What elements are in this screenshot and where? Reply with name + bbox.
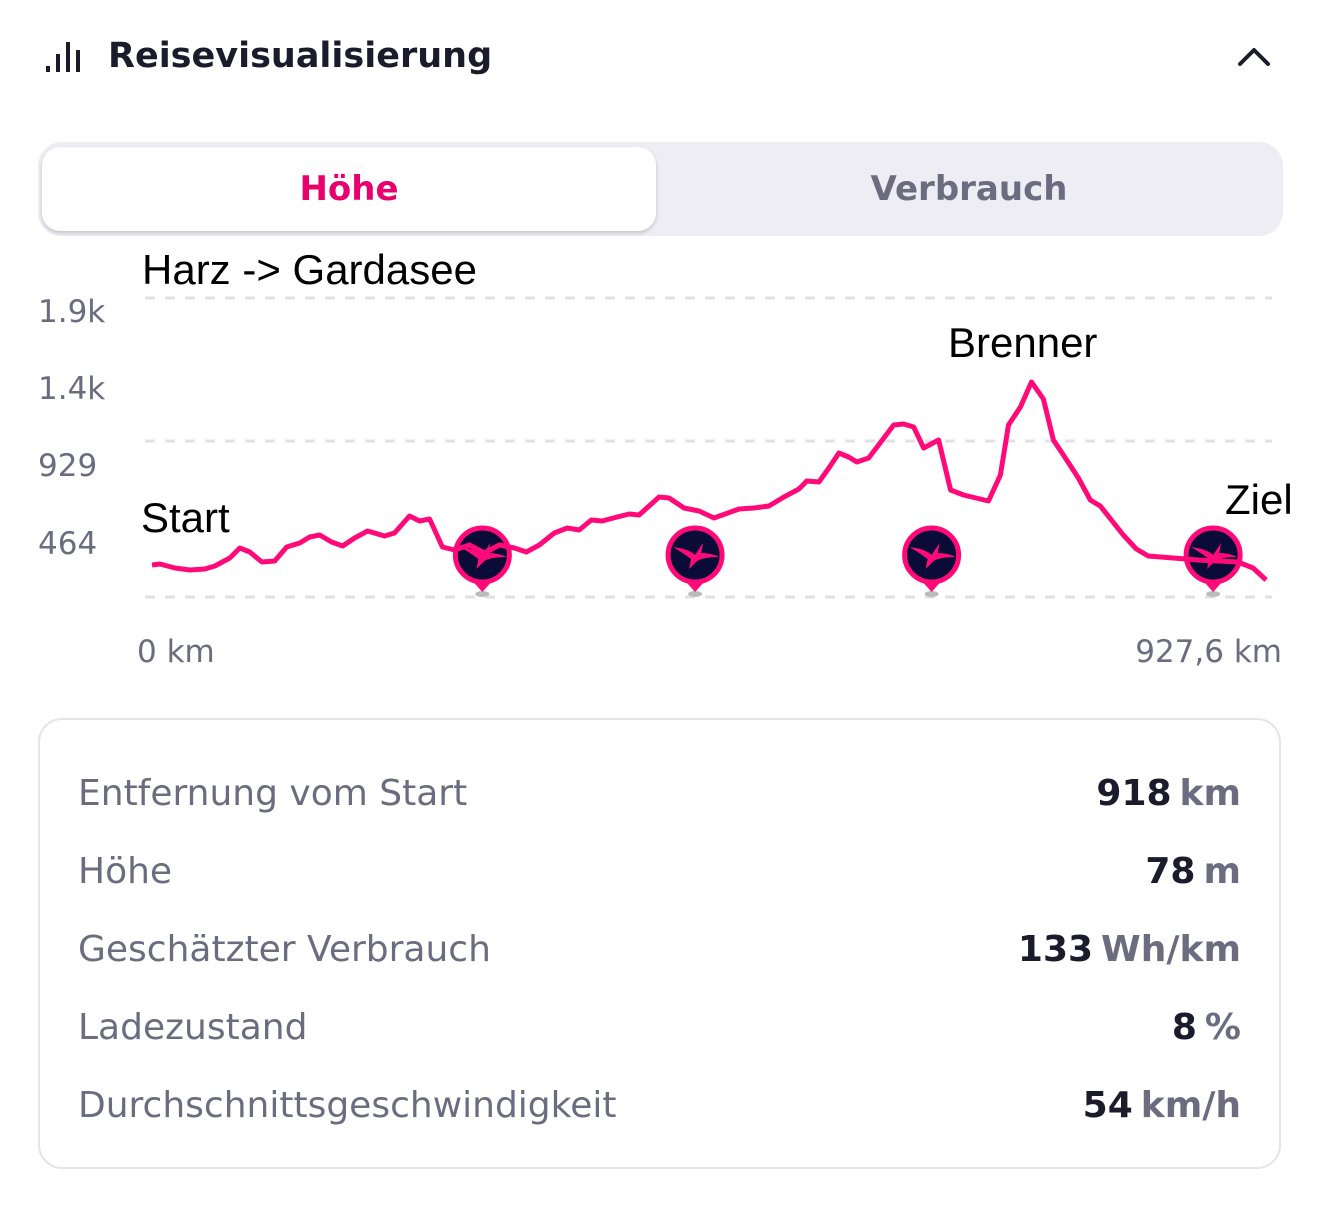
- tab-hoehe[interactable]: Höhe: [42, 147, 656, 231]
- detail-value: 78: [1145, 850, 1196, 892]
- detail-row-elevation: Höhe 78 m: [78, 841, 1241, 901]
- detail-unit: km/h: [1140, 1084, 1241, 1126]
- detail-value: 918: [1096, 772, 1172, 814]
- charging-stop-marker[interactable]: [665, 525, 725, 597]
- y-tick-label: 929: [38, 448, 98, 484]
- detail-label: Durchschnittsgeschwindigkeit: [78, 1084, 617, 1126]
- bar-chart-icon: [46, 42, 80, 72]
- detail-unit: km: [1179, 772, 1241, 814]
- tab-verbrauch[interactable]: Verbrauch: [870, 169, 1068, 209]
- charging-stop-marker[interactable]: [452, 525, 512, 597]
- detail-row-distance: Entfernung vom Start 918 km: [78, 763, 1241, 823]
- detail-row-consumption: Geschätzter Verbrauch 133 Wh/km: [78, 919, 1241, 979]
- annotation-brenner: Brenner: [948, 319, 1098, 366]
- bird-logo-icon: [460, 543, 507, 569]
- detail-label: Geschätzter Verbrauch: [78, 928, 491, 970]
- detail-unit: %: [1204, 1006, 1241, 1048]
- details-card: Entfernung vom Start 918 km Höhe 78 m Gesc…: [38, 718, 1281, 1169]
- chart-title: Harz -> Gardasee: [142, 246, 477, 293]
- chart-mode-toggle: Höhe Verbrauch: [38, 142, 1283, 236]
- detail-label: Höhe: [78, 850, 173, 892]
- bird-logo-icon: [673, 543, 720, 569]
- charging-stop-marker[interactable]: [1183, 525, 1243, 597]
- chevron-up-icon[interactable]: [1234, 40, 1274, 70]
- detail-value: 8: [1171, 1006, 1197, 1048]
- detail-label: Entfernung vom Start: [78, 772, 468, 814]
- annotation-ziel: Ziel: [1225, 476, 1293, 523]
- detail-unit: m: [1203, 850, 1241, 892]
- y-tick-label: 1.9k: [38, 294, 106, 330]
- annotation-start: Start: [141, 494, 230, 541]
- bird-logo-icon: [1191, 543, 1238, 569]
- x-tick-label-start: 0 km: [137, 634, 215, 670]
- elevation-line: [151, 379, 1268, 582]
- detail-row-speed: Durchschnittsgeschwindigkeit 54 km/h: [78, 1075, 1241, 1135]
- x-tick-label-end: 927,6 km: [1135, 634, 1282, 670]
- y-tick-label: 464: [38, 526, 98, 562]
- bird-logo-icon: [909, 543, 956, 569]
- section-title: Reisevisualisierung: [108, 36, 493, 76]
- detail-label: Ladezustand: [78, 1006, 308, 1048]
- charging-stop-marker[interactable]: [902, 525, 962, 597]
- detail-value: 133: [1017, 928, 1094, 970]
- detail-row-charge: Ladezustand 8%: [78, 997, 1241, 1057]
- detail-value: 54: [1082, 1084, 1133, 1126]
- y-tick-label: 1.4k: [38, 371, 106, 407]
- detail-unit: Wh/km: [1101, 928, 1241, 970]
- elevation-chart-plot: [145, 296, 1272, 599]
